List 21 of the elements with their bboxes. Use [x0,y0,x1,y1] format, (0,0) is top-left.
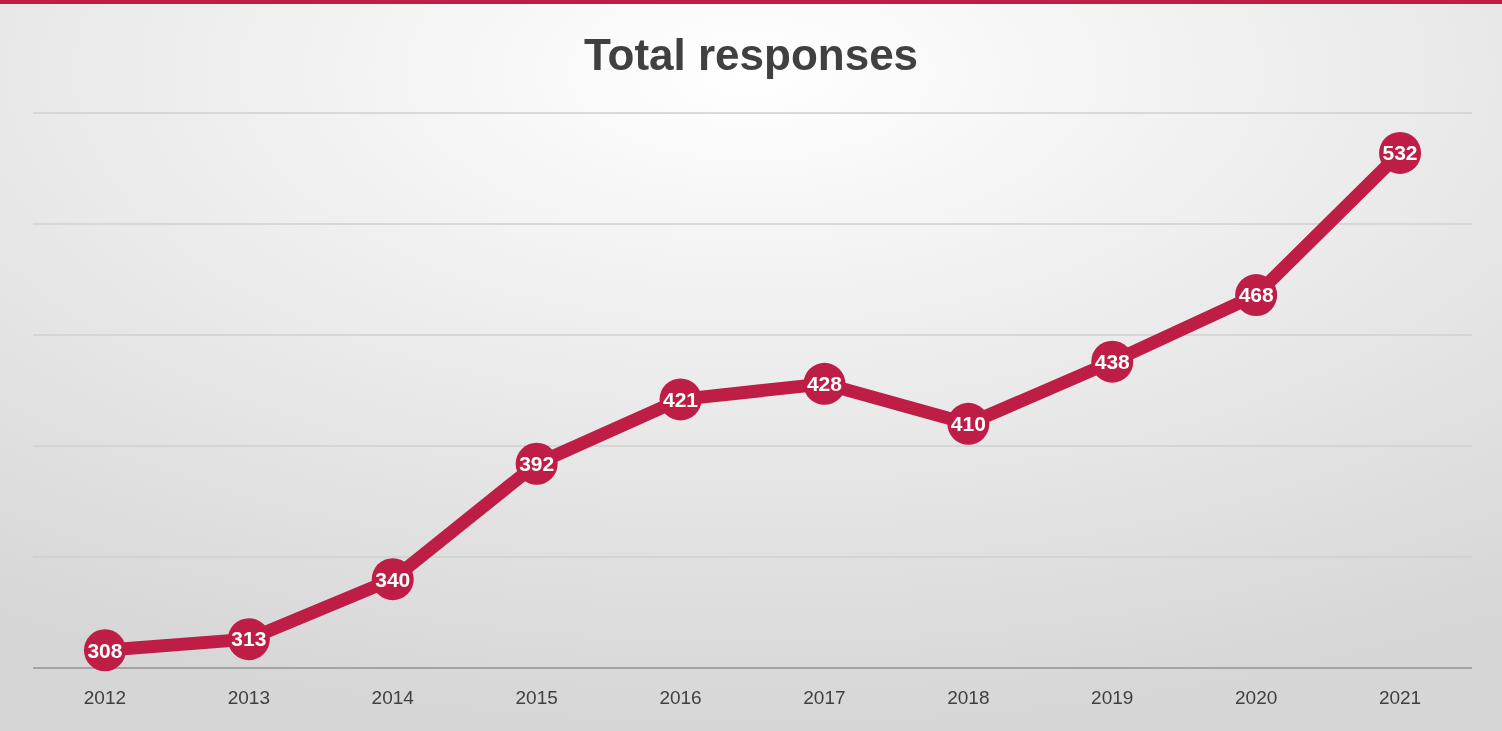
x-tick-label: 2020 [1235,687,1278,708]
data-label: 468 [1238,283,1274,307]
x-tick-label: 2013 [227,687,270,708]
data-label: 421 [663,387,699,411]
data-label: 340 [375,567,411,591]
chart-title: Total responses [583,30,919,79]
x-tick-label: 2016 [659,687,702,708]
data-label: 438 [1094,349,1131,373]
data-label: 308 [87,638,123,662]
x-tick-label: 2021 [1378,687,1422,708]
x-tick-label: 2012 [83,687,127,708]
x-tick-label: 2019 [1091,687,1134,708]
x-tick-label: 2015 [515,687,558,708]
data-label: 392 [519,452,555,476]
data-label: 410 [950,412,986,436]
x-tick-label: 2017 [803,687,846,708]
data-label: 532 [1382,141,1418,165]
x-tick-label: 2018 [947,687,990,708]
data-label: 428 [806,372,843,396]
x-tick-label: 2014 [371,687,415,708]
data-label: 313 [231,627,267,651]
